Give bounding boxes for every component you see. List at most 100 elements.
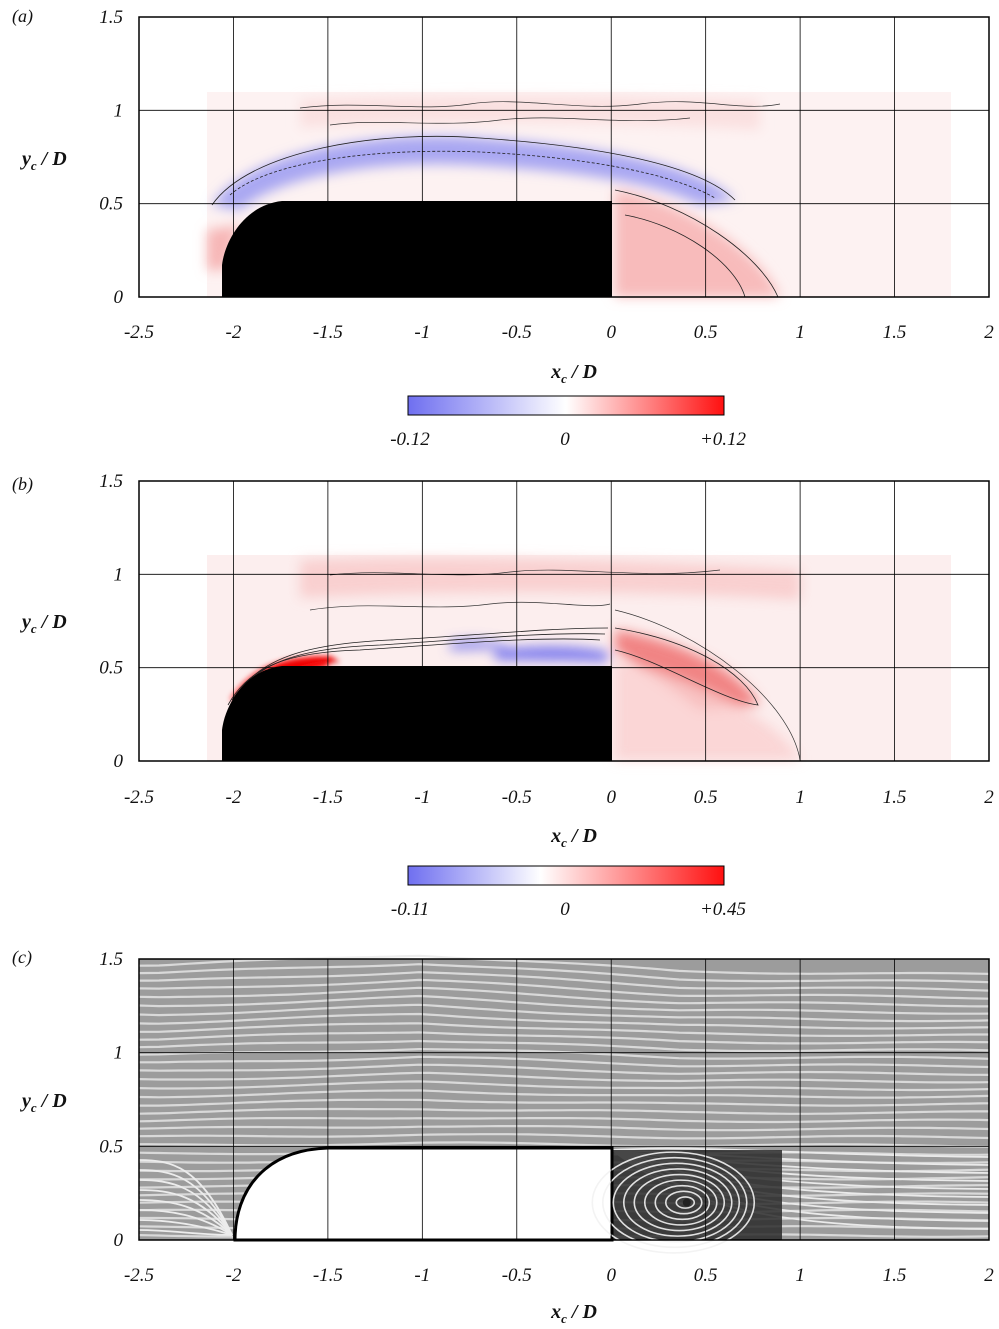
y-tick-label: 0.5 xyxy=(99,658,123,679)
streamline xyxy=(138,1047,990,1060)
streamline xyxy=(138,1063,990,1076)
x-tick-label: -0.5 xyxy=(502,787,532,808)
x-tick-label: -2.5 xyxy=(124,787,154,808)
panel-c-field xyxy=(138,954,990,1254)
streamline xyxy=(138,1117,990,1124)
x-axis-label: xc / D xyxy=(550,825,597,850)
streamline xyxy=(138,1080,990,1092)
y-tick-label: 1 xyxy=(114,100,124,121)
y-axis-label: yc / D xyxy=(20,1090,67,1115)
x-tick-label: 1 xyxy=(795,1265,805,1286)
colorbar-b-min: -0.11 xyxy=(391,899,429,920)
streamline xyxy=(139,1098,990,1107)
x-tick-label: -1 xyxy=(414,322,430,343)
streamline xyxy=(138,1031,990,1045)
y-axis-label: yc / D xyxy=(20,148,67,173)
y-tick-label: 1.5 xyxy=(99,7,123,28)
colorbar-a-max: +0.12 xyxy=(700,429,747,450)
panel-a-field xyxy=(207,92,951,298)
vortex-ring xyxy=(633,1173,726,1232)
streamline xyxy=(138,1012,990,1030)
panel-c-axes: -2.5 -2 -1.5 -1 -0.5 0 0.5 1 1.5 2 0 0.5 1 1.5 xc / D y… xyxy=(20,949,994,1326)
colorbar-a-min: -0.12 xyxy=(390,429,430,450)
panel-c: (c) -2.5 -2 -1.5 -1 -0.5 0 0.5 1 1.5 2 0 0.5 1 1.5 xc … xyxy=(12,947,994,1326)
panel-a-label: (a) xyxy=(12,6,33,27)
panel-b: (b) -2.5 -2 -1.5 -1 -0.5 0 0.5 1 1.5 200. xyxy=(12,471,994,850)
streamline xyxy=(138,1169,233,1236)
colorbar-b: -0.11 0 +0.45 xyxy=(391,865,746,920)
vortex-center xyxy=(682,1198,691,1207)
x-tick-label: -1 xyxy=(414,1265,430,1286)
plot-frame xyxy=(138,480,990,762)
x-tick-label: -0.5 xyxy=(502,322,532,343)
streamline xyxy=(138,994,990,1015)
vortex-ring xyxy=(601,1156,748,1249)
x-tick-label: 1.5 xyxy=(883,787,907,808)
y-tick-label: 1.5 xyxy=(99,471,123,492)
streamline xyxy=(138,1107,989,1115)
streamline xyxy=(138,1039,990,1053)
streamline xyxy=(138,1125,990,1132)
y-tick-label: 0 xyxy=(114,751,124,772)
colorbar-a-mid: 0 xyxy=(560,429,570,450)
recirculation-vortex xyxy=(591,1151,756,1254)
vortex-ring xyxy=(664,1190,703,1215)
x-tick-label: 0.5 xyxy=(694,322,718,343)
colorbar-a-bar xyxy=(407,395,725,416)
x-axis-label: xc / D xyxy=(550,361,597,386)
streamline xyxy=(138,986,989,1008)
y-tick-label: 0 xyxy=(114,1230,124,1251)
x-tick-label: 1.5 xyxy=(883,1265,907,1286)
streamline xyxy=(138,1199,233,1236)
x-tick-label: -2 xyxy=(226,1265,242,1286)
y-tick-label: 1 xyxy=(114,564,124,585)
panel-a: (a) -2.5 -2 -1.5 -1 -0.5 0 0.5 1 1.5 2 0 0.5 1 1.5 xc … xyxy=(12,6,994,386)
vortex-ring xyxy=(612,1162,741,1243)
vortex-ring xyxy=(654,1184,711,1221)
plot-frame xyxy=(138,16,990,298)
y-axis-label: yc / D xyxy=(20,611,67,636)
x-tick-label: -2 xyxy=(226,322,242,343)
body-b xyxy=(222,666,612,761)
panel-a-axes: -2.5 -2 -1.5 -1 -0.5 0 0.5 1 1.5 2 0 0.5 1 1.5 xc / D y… xyxy=(20,7,994,386)
streamline xyxy=(138,1189,233,1236)
colorbar-b-mid: 0 xyxy=(560,899,570,920)
colorbar-b-max: +0.45 xyxy=(700,899,746,920)
streamline xyxy=(138,1071,990,1084)
panel-b-label: (b) xyxy=(12,474,33,495)
x-tick-label: -2 xyxy=(226,787,242,808)
panel-c-label: (c) xyxy=(12,947,32,968)
streamline xyxy=(138,1003,990,1023)
vortex-ring xyxy=(591,1151,756,1254)
colorbar-a: -0.12 0 +0.12 xyxy=(390,395,747,450)
panel-b-field xyxy=(207,555,951,761)
vortex-ring xyxy=(643,1179,718,1226)
x-axis-label: xc / D xyxy=(550,1301,597,1326)
streamline xyxy=(139,971,990,992)
streamline xyxy=(138,963,990,984)
vortex-ring xyxy=(675,1196,696,1209)
body-c xyxy=(233,1146,614,1242)
colorbar-b-bar xyxy=(407,865,725,886)
x-tick-label: -1.5 xyxy=(313,787,343,808)
streamline xyxy=(138,1209,233,1236)
plot-frame xyxy=(138,958,990,1241)
x-tick-label: -1 xyxy=(414,787,430,808)
vortex-ring xyxy=(622,1168,733,1237)
x-tick-label: 0.5 xyxy=(694,1265,718,1286)
x-tick-label: 0.5 xyxy=(694,787,718,808)
x-tick-label: -1.5 xyxy=(313,322,343,343)
x-tick-label: 0 xyxy=(606,322,616,343)
x-tick-label: 2 xyxy=(984,787,994,808)
streamline xyxy=(138,1159,233,1236)
streamline xyxy=(138,1133,990,1140)
y-tick-label: 1.5 xyxy=(99,949,123,970)
streamline xyxy=(138,1179,233,1236)
streamline xyxy=(138,1219,233,1236)
streamline xyxy=(139,1022,989,1037)
y-tick-label: 0.5 xyxy=(99,194,123,215)
streamline xyxy=(138,1229,233,1236)
streamline xyxy=(138,1089,990,1099)
x-tick-label: 2 xyxy=(984,1265,994,1286)
